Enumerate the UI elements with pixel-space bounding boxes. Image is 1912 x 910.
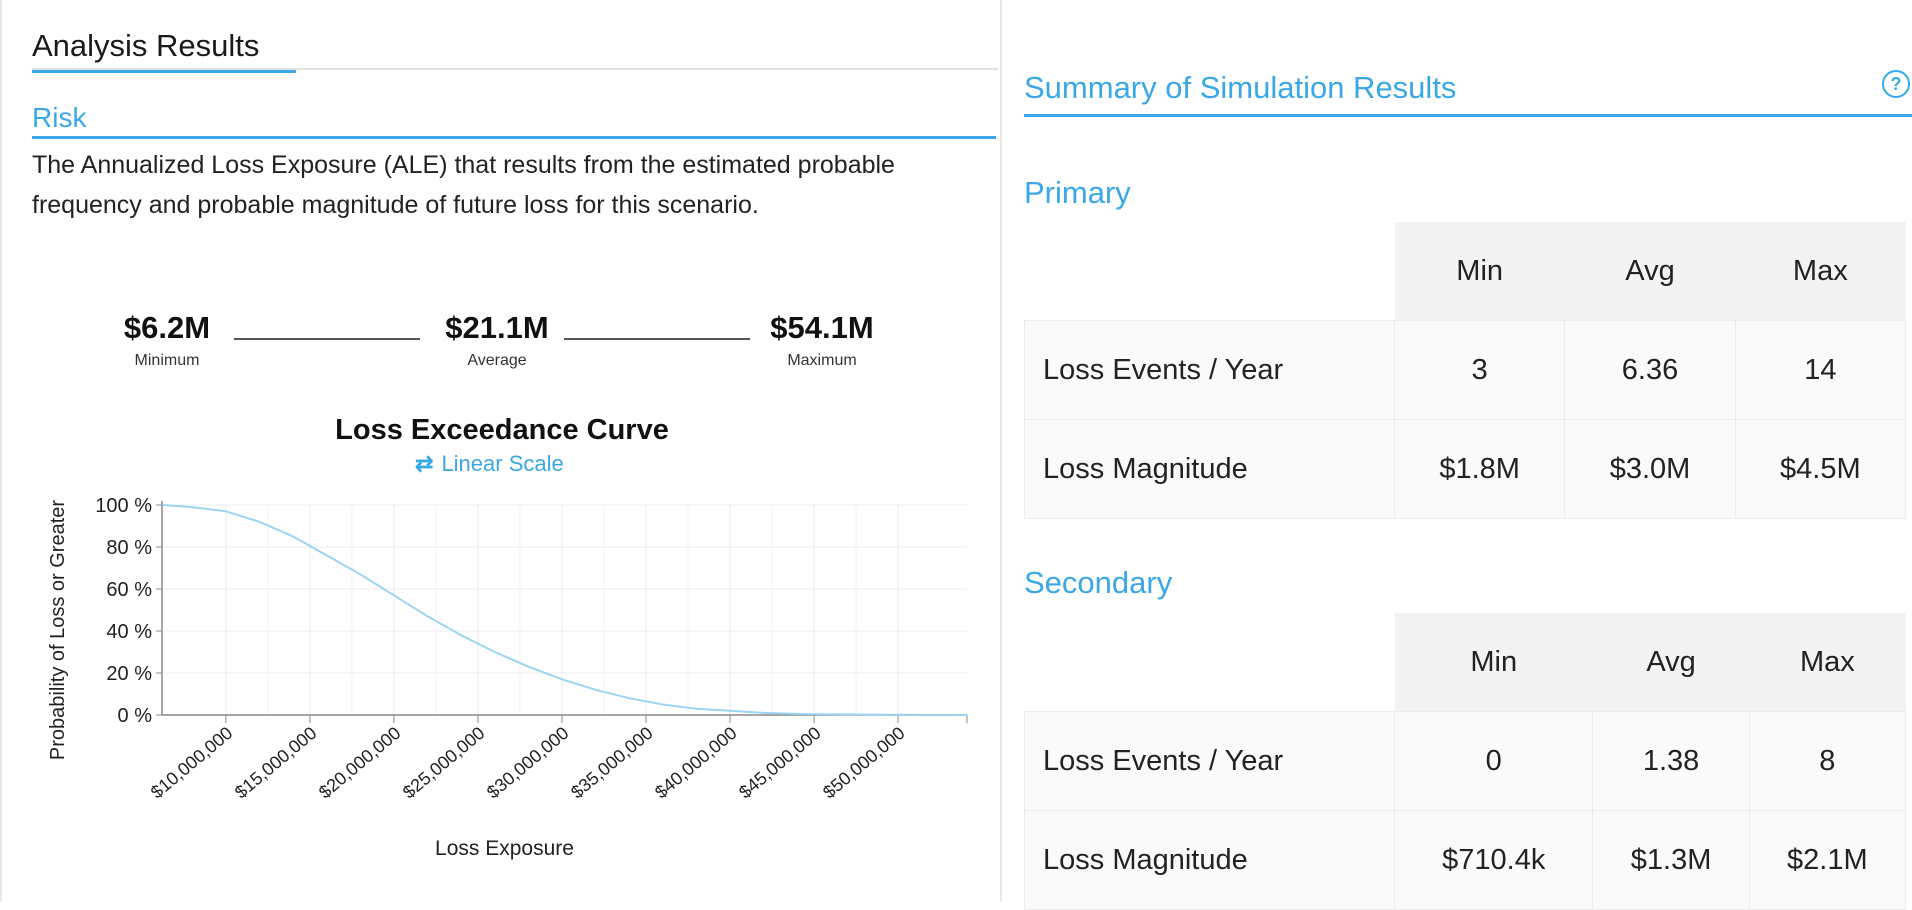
cell-avg: 1.38 [1592,711,1750,811]
tab-bar: Analysis Results [32,22,998,73]
table-row: Loss Magnitude $1.8M $3.0M $4.5M [1024,419,1907,519]
summary-title-text: Summary of Simulation Results [1024,70,1457,105]
range-line-left [234,338,420,340]
range-line-right [564,338,750,340]
row-label: Loss Magnitude [1024,810,1395,910]
y-tick-label: 0 % [118,705,153,727]
x-tick-label: $45,000,000 [735,723,825,803]
cell-avg: 6.36 [1564,320,1736,420]
x-tick-label: $20,000,000 [315,723,405,803]
linear-scale-toggle[interactable]: ⇄ Linear Scale [415,451,564,477]
stat-average-value: $21.1M [445,310,549,345]
row-label: Loss Magnitude [1024,419,1395,519]
col-header-avg: Avg [1592,613,1750,712]
stat-maximum: $54.1M Maximum [752,310,892,370]
row-label: Loss Events / Year [1024,320,1395,420]
x-tick-label: $10,000,000 [147,723,237,803]
primary-title: Primary [1024,175,1131,210]
cell-avg: $1.3M [1592,810,1750,910]
cell-min: 3 [1393,320,1566,420]
swap-arrows-icon: ⇄ [415,451,434,476]
y-axis-label: Probability of Loss or Greater [47,500,69,760]
loss-exceedance-chart: 100 % 80 % 60 % 40 % 20 % 0 %$10,000,000$15,0… [47,495,968,860]
col-header-avg: Avg [1564,222,1736,321]
table-row: Loss Events / Year 0 1.38 8 [1024,711,1907,811]
stat-minimum-value: $6.2M [123,310,211,345]
stat-average: $21.1M Average [427,310,567,370]
header-spacer [1024,222,1395,321]
x-tick-label: $15,000,000 [231,723,321,803]
x-tick-label: $40,000,000 [651,723,741,803]
chart-title: Loss Exceedance Curve [335,414,669,446]
x-tick-label: $30,000,000 [483,723,573,803]
y-tick-label: 40 % [106,621,152,643]
col-header-min: Min [1394,222,1565,321]
y-tick-label: 60 % [106,579,152,601]
loss-exceedance-line [161,504,968,716]
cell-min: $710.4k [1393,810,1594,910]
cell-max: 8 [1748,711,1907,811]
table-row: Loss Magnitude $710.4k $1.3M $2.1M [1024,810,1907,910]
primary-table: Min Avg Max Loss Events / Year 3 6.36 14… [1024,222,1907,519]
secondary-title: Secondary [1024,565,1173,600]
summary-panel: Summary of Simulation Results ? Primary … [1000,0,1912,910]
cell-min: 0 [1393,711,1594,811]
stat-maximum-label: Maximum [787,352,857,369]
col-header-max: Max [1735,222,1906,321]
risk-description: The Annualized Loss Exposure (ALE) that … [32,151,895,219]
analysis-panel: Analysis Results Risk The Annualized Los… [0,0,998,901]
stat-minimum-label: Minimum [134,352,200,369]
x-axis-label: Loss Exposure [435,837,574,860]
tab-analysis-results[interactable]: Analysis Results [32,28,296,73]
stat-average-label: Average [467,352,527,369]
cell-max: 14 [1734,320,1907,420]
help-circle-icon[interactable]: ? [1882,70,1910,98]
x-tick-label: $35,000,000 [567,723,657,803]
x-tick-label: $50,000,000 [819,723,909,803]
table-header-row: Min Avg Max [1024,613,1906,712]
ale-range: $6.2M Minimum $21.1M Average $54.1M Maxi… [112,310,902,380]
summary-title: Summary of Simulation Results [1024,70,1912,117]
stat-minimum: $6.2M Minimum [112,310,222,370]
y-tick-label: 20 % [106,663,152,685]
secondary-table: Min Avg Max Loss Events / Year 0 1.38 8 … [1024,613,1907,910]
col-header-min: Min [1394,613,1593,712]
table-header-row: Min Avg Max [1024,222,1906,321]
y-tick-label: 80 % [106,537,152,559]
cell-avg: $3.0M [1564,419,1736,519]
cell-max: $4.5M [1734,419,1907,519]
linear-scale-label: Linear Scale [441,451,564,476]
table-row: Loss Events / Year 3 6.36 14 [1024,320,1907,420]
stat-maximum-value: $54.1M [770,310,874,345]
header-spacer [1024,613,1395,712]
cell-min: $1.8M [1393,419,1566,519]
cell-max: $2.1M [1748,810,1907,910]
row-label: Loss Events / Year [1024,711,1395,811]
x-tick-label: $25,000,000 [399,723,489,803]
section-title-risk: Risk [32,100,996,139]
col-header-max: Max [1749,613,1906,712]
y-tick-label: 100 % [95,495,152,517]
